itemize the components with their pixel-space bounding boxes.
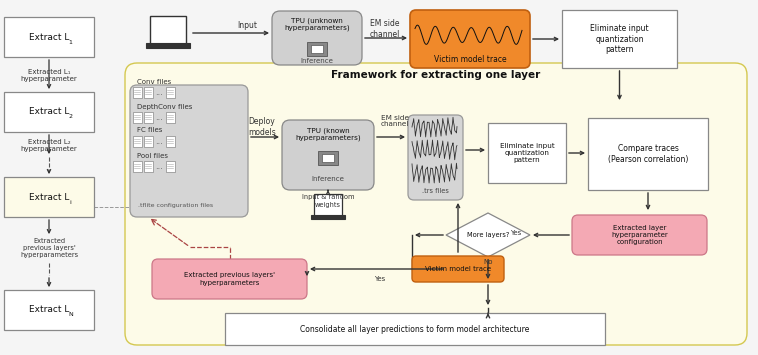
Bar [133, 112, 142, 123]
Text: Extract L: Extract L [29, 33, 69, 42]
Text: ...: ... [155, 88, 164, 97]
FancyBboxPatch shape [408, 115, 463, 200]
Bar [588, 118, 708, 190]
Text: Yes: Yes [510, 230, 522, 236]
Bar [150, 16, 186, 44]
FancyBboxPatch shape [125, 63, 747, 345]
FancyBboxPatch shape [272, 11, 362, 65]
Text: Pool files: Pool files [137, 153, 168, 158]
Bar [4, 92, 94, 132]
FancyBboxPatch shape [572, 215, 707, 255]
Bar [144, 87, 153, 98]
Text: Extracted previous layers'
hyperparameters: Extracted previous layers' hyperparamete… [184, 273, 275, 285]
Text: Input & random
weights: Input & random weights [302, 195, 354, 208]
Text: TPU (known
hyperparameters): TPU (known hyperparameters) [295, 127, 361, 141]
Text: Extracted L₁
hyperparameter: Extracted L₁ hyperparameter [20, 69, 77, 82]
Bar [133, 161, 142, 172]
Bar [225, 313, 605, 345]
Text: Deploy
models: Deploy models [248, 117, 276, 137]
Bar [144, 136, 153, 147]
Text: Conv files: Conv files [137, 78, 171, 84]
Bar [133, 87, 142, 98]
FancyBboxPatch shape [152, 259, 307, 299]
Bar [166, 161, 175, 172]
Text: FC files: FC files [137, 127, 162, 133]
Text: Consolidate all layer predictions to form model architecture: Consolidate all layer predictions to for… [300, 324, 530, 333]
Text: Extracted layer
hyperparameter
configuration: Extracted layer hyperparameter configura… [611, 225, 668, 245]
Polygon shape [446, 213, 530, 257]
FancyBboxPatch shape [282, 120, 374, 190]
Text: More layers?: More layers? [467, 232, 509, 238]
Bar [562, 10, 677, 68]
Bar [311, 45, 323, 53]
Text: Inference: Inference [312, 176, 344, 182]
Bar [166, 112, 175, 123]
Text: 2: 2 [68, 115, 73, 120]
Text: Extract L: Extract L [29, 108, 69, 116]
Text: N: N [68, 312, 73, 317]
Bar [307, 42, 327, 56]
Bar [4, 177, 94, 217]
Text: Extracted L₂
hyperparameter: Extracted L₂ hyperparameter [20, 138, 77, 152]
Text: Inference: Inference [301, 58, 334, 64]
Bar [4, 17, 94, 57]
Bar [144, 161, 153, 172]
Text: No: No [484, 259, 493, 265]
Bar [314, 194, 342, 216]
Text: ...: ... [155, 137, 164, 146]
Text: Victim model trace: Victim model trace [434, 55, 506, 65]
Bar [133, 136, 142, 147]
Bar [318, 151, 338, 165]
Text: .trs files: .trs files [422, 188, 449, 194]
Text: Compare traces
(Pearson correlation): Compare traces (Pearson correlation) [608, 144, 688, 164]
Text: Victim model trace: Victim model trace [425, 266, 491, 272]
Text: TPU (unknown
hyperparameters): TPU (unknown hyperparameters) [284, 17, 349, 31]
Text: Extract L: Extract L [29, 192, 69, 202]
Text: Eliminate input
quantization
pattern: Eliminate input quantization pattern [590, 24, 649, 54]
Text: ...: ... [155, 113, 164, 122]
Bar [166, 87, 175, 98]
FancyBboxPatch shape [130, 85, 248, 217]
Bar [146, 43, 190, 48]
Text: EM side
channel: EM side channel [370, 19, 400, 39]
Bar [488, 123, 566, 183]
FancyBboxPatch shape [412, 256, 504, 282]
Text: DepthConv files: DepthConv files [137, 104, 193, 109]
FancyBboxPatch shape [410, 10, 530, 68]
Text: ...: ... [155, 162, 164, 171]
Text: Input: Input [237, 21, 257, 29]
Text: Framework for extracting one layer: Framework for extracting one layer [331, 70, 540, 80]
Text: 1: 1 [68, 39, 73, 44]
Text: i: i [70, 200, 71, 204]
Text: Extract L: Extract L [29, 306, 69, 315]
Bar [311, 215, 345, 219]
Bar [4, 290, 94, 330]
Text: Eliminate input
quantization
pattern: Eliminate input quantization pattern [500, 143, 554, 163]
Text: EM side
channel: EM side channel [381, 115, 409, 127]
Bar [322, 154, 334, 162]
Text: Extracted
previous layers'
hyperparameters: Extracted previous layers' hyperparamete… [20, 238, 78, 258]
Text: .tflite configuration files: .tflite configuration files [138, 203, 213, 208]
Text: Yes: Yes [374, 276, 386, 282]
Bar [144, 112, 153, 123]
Bar [166, 136, 175, 147]
